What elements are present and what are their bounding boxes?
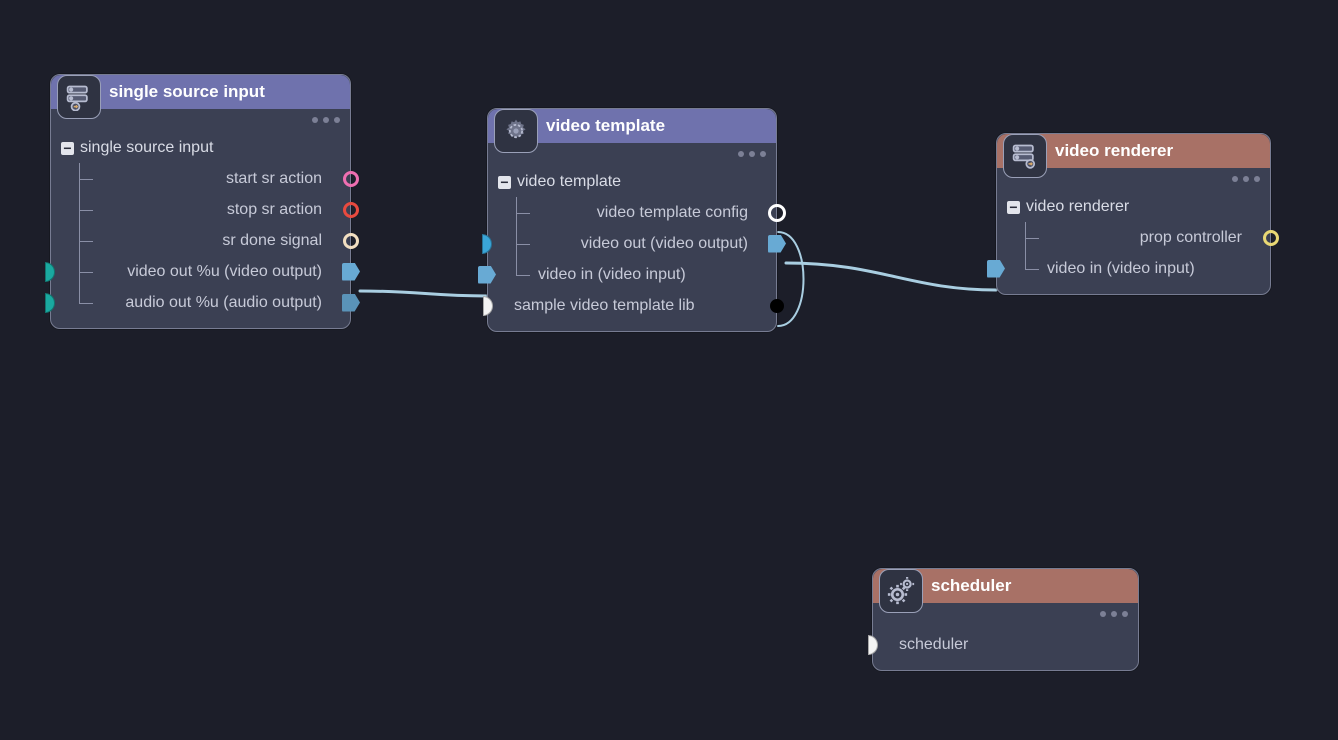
output-port[interactable] bbox=[1261, 228, 1281, 248]
section-header[interactable]: − video renderer bbox=[997, 194, 1270, 222]
row-video-out[interactable]: video out (video output) bbox=[508, 228, 776, 259]
input-port[interactable] bbox=[40, 262, 60, 282]
node-graph-canvas[interactable]: single source input − single source inpu… bbox=[0, 0, 1338, 740]
collapse-icon[interactable]: − bbox=[61, 142, 74, 155]
output-port[interactable] bbox=[341, 262, 361, 282]
section-header[interactable]: − single source input bbox=[51, 135, 350, 163]
row-label: video out %u (video output) bbox=[71, 263, 350, 281]
output-port[interactable] bbox=[341, 200, 361, 220]
section-header[interactable]: − video template bbox=[488, 169, 776, 197]
row-label: sr done signal bbox=[71, 232, 350, 250]
node-title: video template bbox=[546, 116, 665, 136]
row-label: video in (video input) bbox=[508, 266, 776, 284]
wire bbox=[786, 263, 996, 290]
node-title: single source input bbox=[109, 82, 265, 102]
node-titlebar[interactable]: video renderer bbox=[997, 134, 1270, 168]
node-menu-dots[interactable] bbox=[312, 117, 340, 123]
row-video-in[interactable]: video in (video input) bbox=[508, 259, 776, 290]
collapse-icon[interactable]: − bbox=[1007, 201, 1020, 214]
server-send-icon bbox=[1003, 134, 1047, 178]
row-audio-out[interactable]: audio out %u (audio output) bbox=[71, 287, 350, 318]
output-port[interactable] bbox=[767, 203, 787, 223]
row-sample-video-template-lib[interactable]: sample video template lib bbox=[488, 290, 776, 321]
wire bbox=[360, 291, 487, 296]
row-sr-done-signal[interactable]: sr done signal bbox=[71, 225, 350, 256]
row-prop-controller[interactable]: prop controller bbox=[1017, 222, 1270, 253]
row-start-sr-action[interactable]: start sr action bbox=[71, 163, 350, 194]
output-port[interactable] bbox=[341, 231, 361, 251]
row-label: audio out %u (audio output) bbox=[71, 294, 350, 312]
input-port[interactable] bbox=[863, 635, 883, 655]
row-label: start sr action bbox=[71, 170, 350, 188]
section-title: video renderer bbox=[1026, 198, 1129, 216]
input-port[interactable] bbox=[40, 293, 60, 313]
row-video-out[interactable]: video out %u (video output) bbox=[71, 256, 350, 287]
row-video-in[interactable]: video in (video input) bbox=[1017, 253, 1270, 284]
node-titlebar[interactable]: video template bbox=[488, 109, 776, 143]
node-title: scheduler bbox=[931, 576, 1011, 596]
node-menu-dots[interactable] bbox=[1232, 176, 1260, 182]
row-label: video template config bbox=[508, 204, 776, 222]
row-label: video in (video input) bbox=[1017, 260, 1270, 278]
section-title: video template bbox=[517, 173, 621, 191]
input-port[interactable] bbox=[986, 259, 1006, 279]
row-label: sample video template lib bbox=[514, 297, 695, 315]
collapse-icon[interactable]: − bbox=[498, 176, 511, 189]
row-label: video out (video output) bbox=[508, 235, 776, 253]
gears-icon bbox=[879, 569, 923, 613]
input-port[interactable] bbox=[478, 296, 498, 316]
node-menu-dots[interactable] bbox=[1100, 611, 1128, 617]
input-port[interactable] bbox=[477, 265, 497, 285]
output-port[interactable] bbox=[767, 296, 787, 316]
node-video-renderer[interactable]: video renderer − video renderer prop con… bbox=[996, 133, 1271, 295]
row-label: stop sr action bbox=[71, 201, 350, 219]
row-label: scheduler bbox=[899, 636, 968, 654]
node-single-source-input[interactable]: single source input − single source inpu… bbox=[50, 74, 351, 329]
row-stop-sr-action[interactable]: stop sr action bbox=[71, 194, 350, 225]
node-scheduler[interactable]: scheduler scheduler bbox=[872, 568, 1139, 671]
node-video-template[interactable]: video template − video template video te… bbox=[487, 108, 777, 332]
row-label: prop controller bbox=[1017, 229, 1270, 247]
node-titlebar[interactable]: single source input bbox=[51, 75, 350, 109]
input-port[interactable] bbox=[477, 234, 497, 254]
server-send-icon bbox=[57, 75, 101, 119]
node-menu-dots[interactable] bbox=[738, 151, 766, 157]
node-title: video renderer bbox=[1055, 141, 1173, 161]
node-titlebar[interactable]: scheduler bbox=[873, 569, 1138, 603]
gear-icon bbox=[494, 109, 538, 153]
section-title: single source input bbox=[80, 139, 213, 157]
output-port[interactable] bbox=[341, 293, 361, 313]
row-scheduler[interactable]: scheduler bbox=[873, 629, 1138, 660]
output-port[interactable] bbox=[341, 169, 361, 189]
row-video-template-config[interactable]: video template config bbox=[508, 197, 776, 228]
output-port[interactable] bbox=[767, 234, 787, 254]
